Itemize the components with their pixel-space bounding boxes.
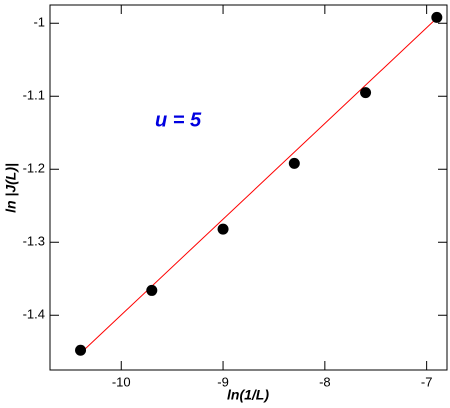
- y-tick-label: -1: [33, 15, 45, 30]
- x-tick-label: -7: [421, 374, 433, 389]
- point: [288, 157, 300, 169]
- x-tick-label: -8: [319, 374, 331, 389]
- y-tick-label: -1.4: [23, 307, 45, 322]
- x-axis-label: ln(1/L): [227, 387, 269, 403]
- plot-frame: [49, 4, 448, 371]
- point: [75, 344, 87, 356]
- fit-line: [80, 17, 438, 354]
- point: [146, 284, 158, 296]
- point: [217, 223, 229, 235]
- point: [431, 11, 443, 23]
- x-tick-label: -9: [217, 374, 229, 389]
- point: [360, 87, 372, 99]
- y-tick-label: -1.2: [23, 161, 45, 176]
- y-tick-label: -1.3: [23, 234, 45, 249]
- y-axis-label: ln |J(L)|: [3, 163, 19, 213]
- y-tick-label: -1.1: [23, 88, 45, 103]
- annotation: u = 5: [155, 109, 202, 131]
- x-tick-label: -10: [112, 374, 131, 389]
